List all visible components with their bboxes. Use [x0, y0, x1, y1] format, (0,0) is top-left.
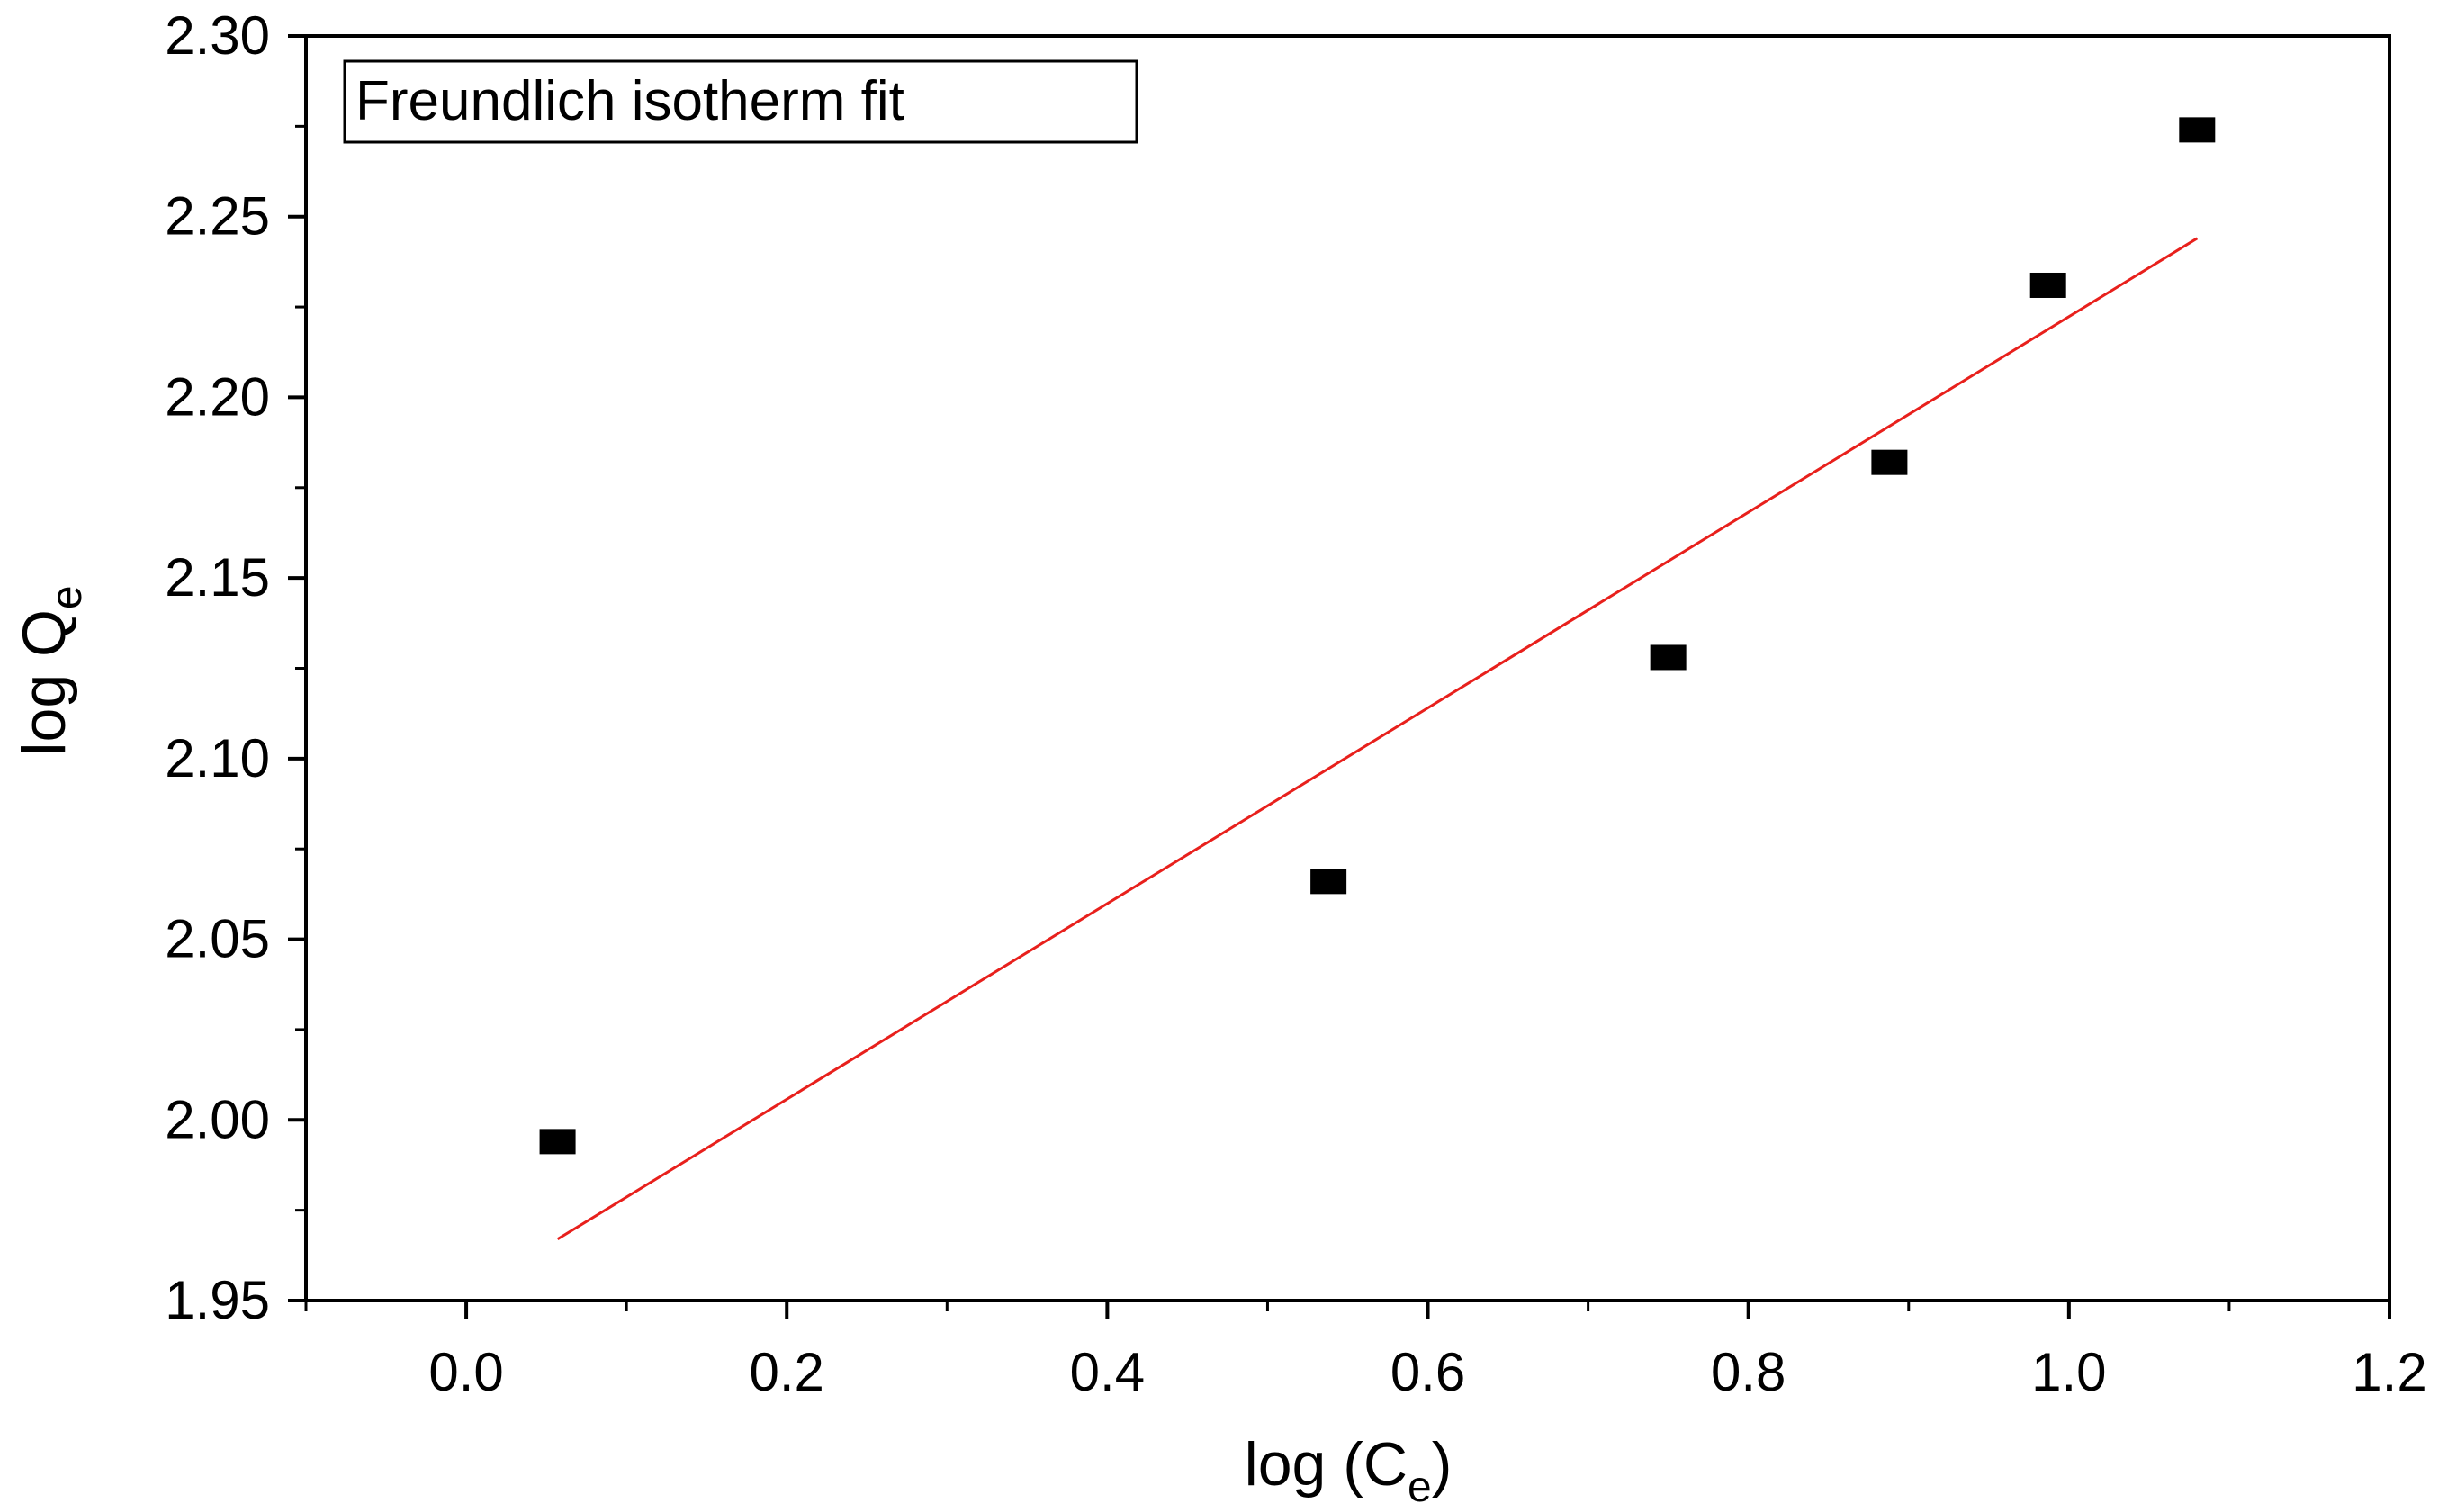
x-tick-label: 1.2 [2352, 1342, 2426, 1402]
y-tick-label: 1.95 [165, 1270, 270, 1330]
y-axis-title-main: log Q [10, 609, 78, 756]
legend-label: Freundlich isotherm fit [356, 70, 904, 132]
y-tick-label: 2.20 [165, 366, 270, 427]
y-tick-label: 2.30 [165, 5, 270, 66]
data-point [1650, 644, 1687, 670]
x-axis-title: log (Ce) [1245, 1430, 1453, 1511]
y-tick-label: 2.10 [165, 728, 270, 788]
data-point [2030, 272, 2066, 298]
y-tick-label: 2.00 [165, 1089, 270, 1149]
y-axis-title-subscript: e [43, 585, 91, 609]
fit-line [556, 237, 2199, 1241]
plot-area [304, 34, 2391, 1302]
x-axis: 0.0 0.2 0.4 0.6 0.8 1.0 1.2 [304, 1300, 2427, 1402]
y-axis-title: log Qe [10, 585, 91, 755]
x-tick-label: 0.8 [1711, 1342, 1786, 1402]
x-axis-title-main: log (C [1245, 1430, 1408, 1498]
data-point [1310, 868, 1347, 895]
series-layer [539, 117, 2216, 1241]
x-tick-label: 0.0 [428, 1342, 503, 1402]
y-tick-label: 2.05 [165, 909, 270, 969]
data-point [539, 1129, 576, 1155]
x-tick-label: 0.6 [1390, 1342, 1465, 1402]
x-tick-label: 1.0 [2031, 1342, 2106, 1402]
data-point [2179, 117, 2216, 143]
x-tick-label: 0.2 [750, 1342, 824, 1402]
legend-frame [343, 59, 1138, 144]
y-tick-label: 2.25 [165, 186, 270, 247]
legend-box: Freundlich isotherm fit [343, 59, 1138, 144]
x-axis-title-close: ) [1432, 1430, 1453, 1498]
x-tick-label: 0.4 [1070, 1342, 1145, 1402]
data-point [1871, 449, 1908, 475]
x-axis-title-subscript: e [1408, 1463, 1432, 1511]
plot-frame [304, 34, 2391, 1302]
y-tick-label: 2.15 [165, 547, 270, 608]
y-axis: 1.95 2.00 2.05 2.10 2.15 2.20 2.25 2.30 [165, 5, 306, 1330]
